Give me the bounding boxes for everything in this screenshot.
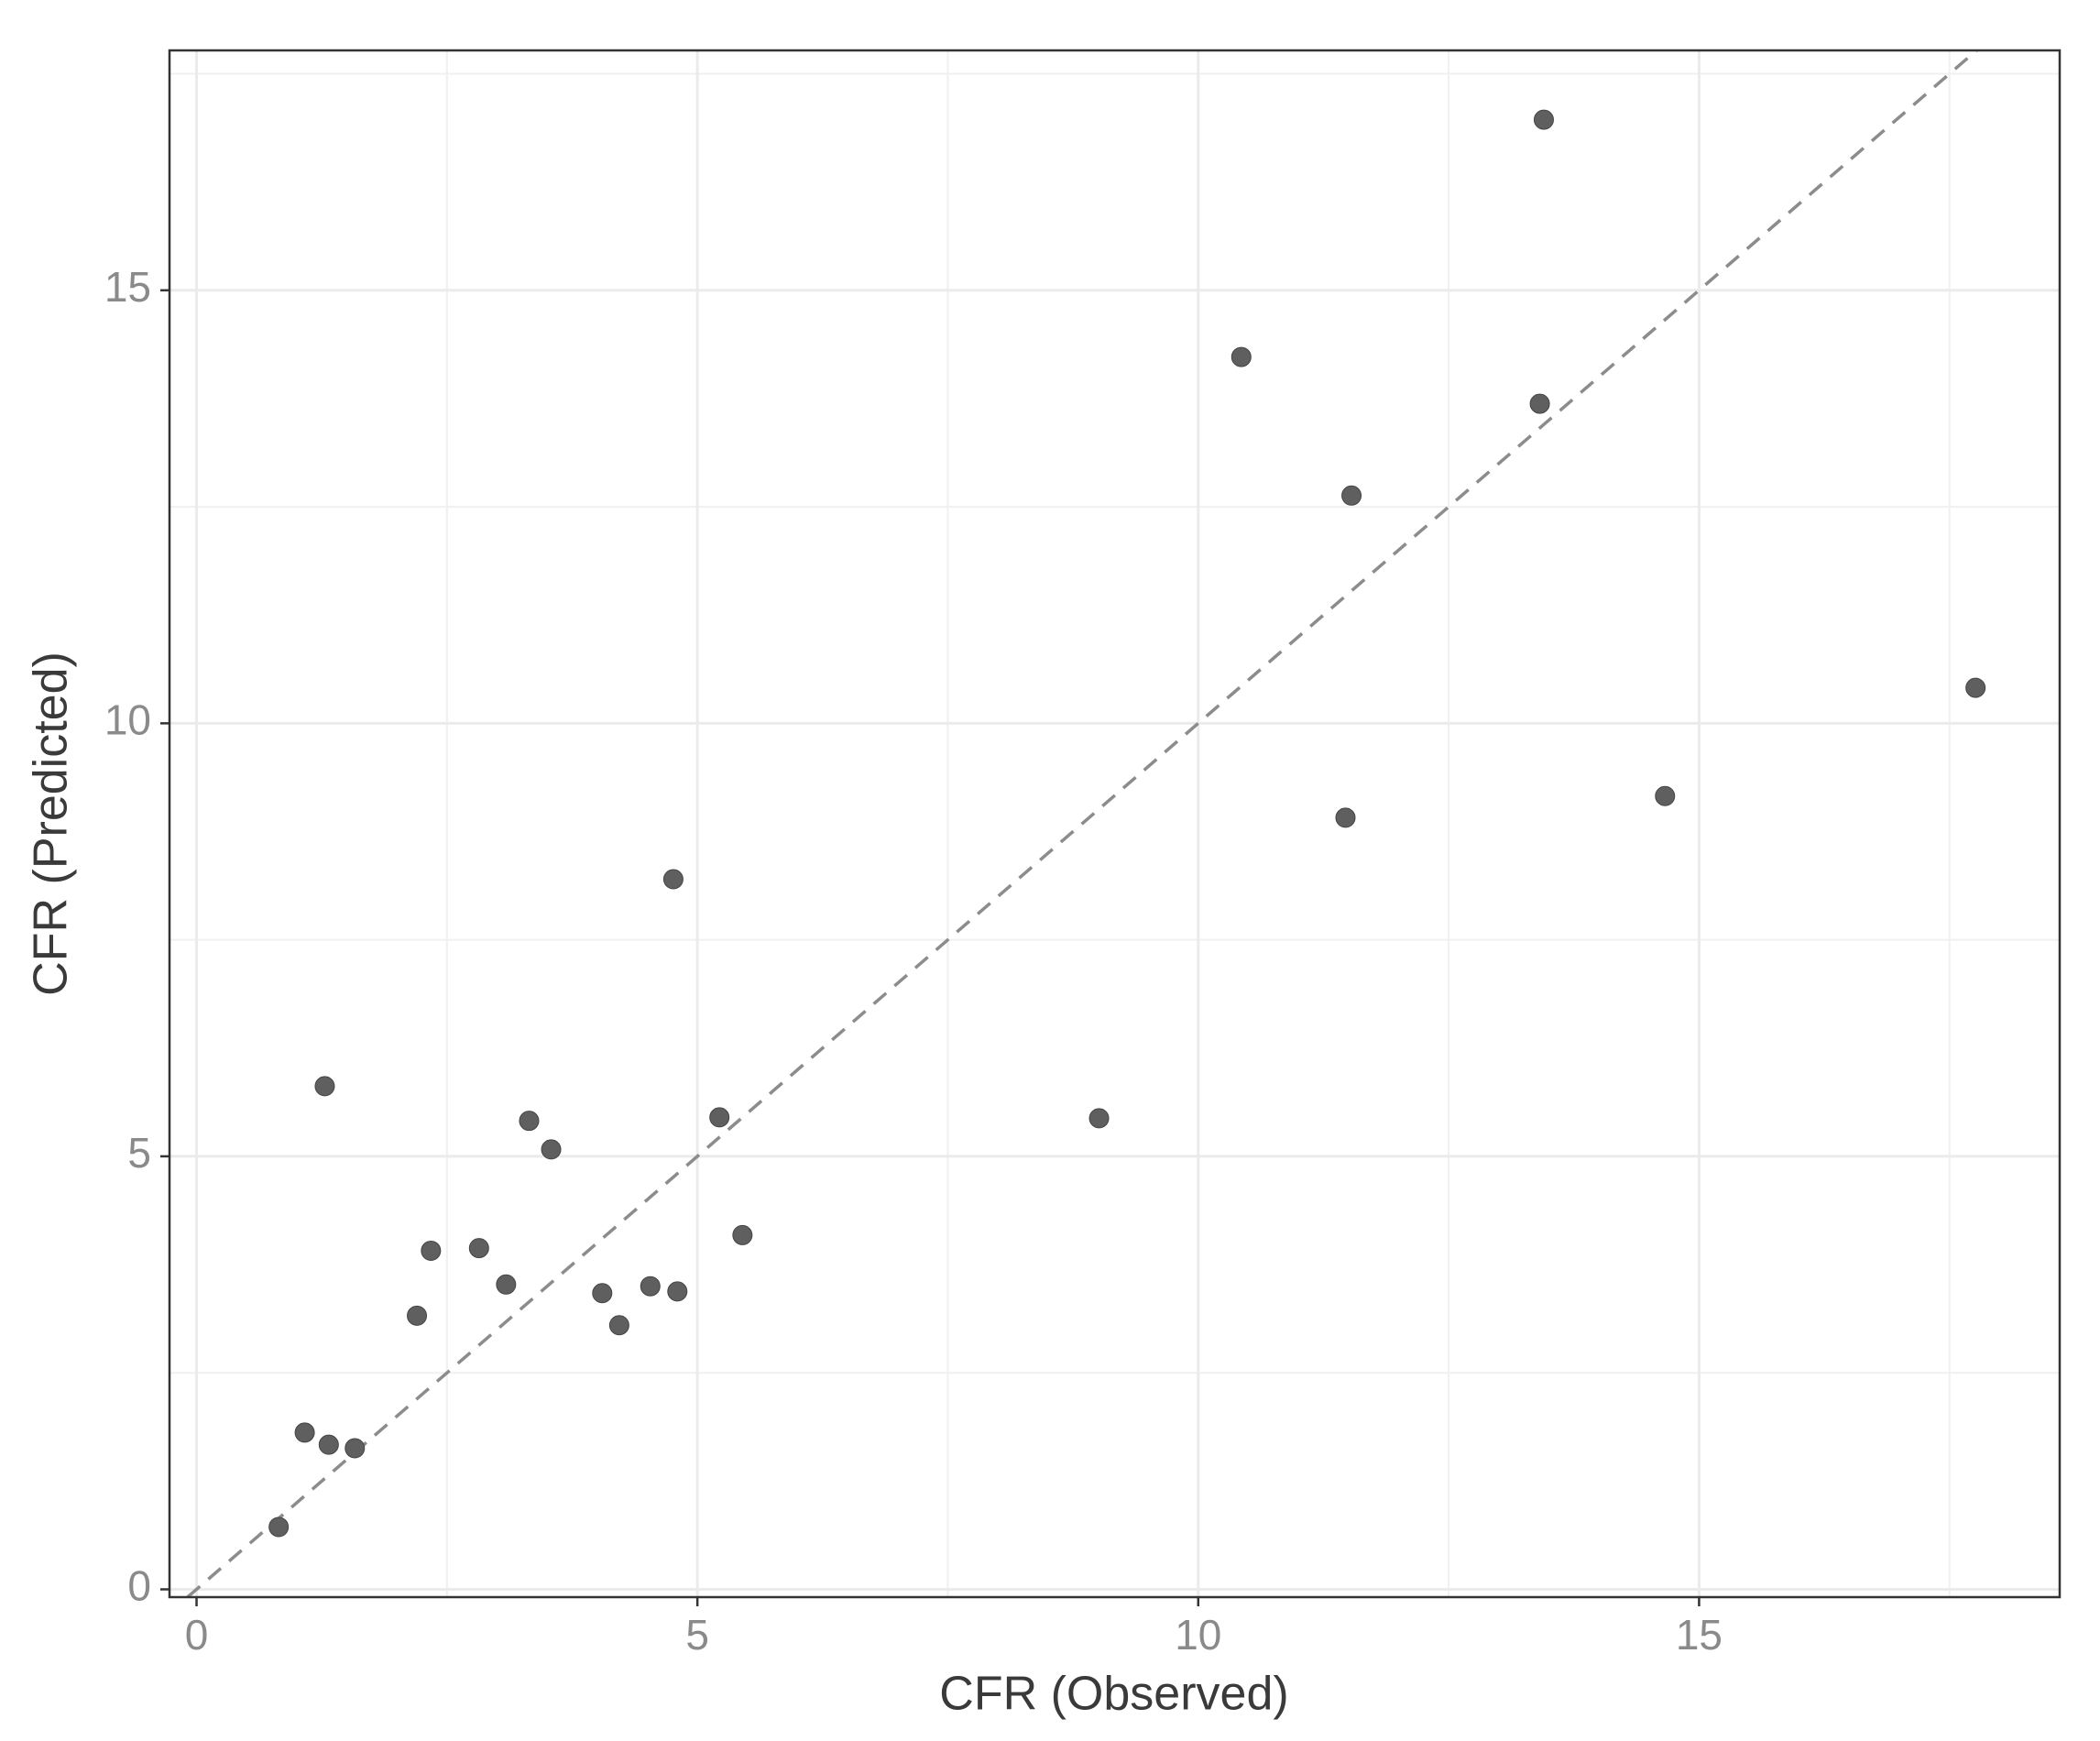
y-tick-label: 10 — [104, 696, 151, 744]
data-point — [608, 1315, 629, 1336]
data-point — [1230, 346, 1252, 367]
panel-border — [168, 49, 2062, 1599]
data-point — [732, 1224, 753, 1245]
data-point — [519, 1111, 540, 1132]
data-point — [345, 1438, 366, 1459]
y-tick-label: 5 — [127, 1129, 151, 1177]
grid — [170, 50, 2060, 1597]
data-point — [1655, 785, 1676, 806]
x-tick-label: 15 — [1676, 1611, 1723, 1659]
data-point — [592, 1283, 613, 1304]
data-point — [294, 1422, 315, 1443]
data-point — [662, 869, 684, 890]
data-point — [318, 1434, 339, 1455]
data-point — [709, 1107, 730, 1128]
data-point — [541, 1139, 562, 1160]
data-point — [407, 1305, 428, 1326]
reference-line — [186, 50, 1979, 1597]
y-tick-label: 15 — [104, 263, 151, 311]
data-point — [268, 1517, 290, 1538]
x-tick-label: 0 — [185, 1611, 209, 1659]
data-point — [421, 1240, 442, 1261]
marks — [186, 50, 1986, 1597]
x-tick-label: 5 — [685, 1611, 709, 1659]
y-tick-label: 0 — [127, 1562, 151, 1610]
x-axis-title: CFR (Observed) — [939, 1668, 1288, 1721]
data-point — [1965, 677, 1986, 698]
x-tick-label: 10 — [1175, 1611, 1221, 1659]
axes: 0 5 10 15 0 5 10 15 — [104, 263, 1723, 1659]
data-point — [1533, 109, 1554, 130]
data-point — [314, 1076, 335, 1097]
data-point — [1529, 393, 1550, 414]
data-point — [1341, 485, 1362, 506]
data-point — [640, 1276, 661, 1297]
data-point — [496, 1274, 517, 1295]
data-point — [1335, 807, 1356, 828]
data-point — [667, 1281, 688, 1302]
data-point — [1088, 1108, 1110, 1129]
panel-background — [170, 50, 2060, 1597]
data-point — [468, 1238, 489, 1259]
y-axis-title: CFR (Predicted) — [25, 652, 78, 996]
